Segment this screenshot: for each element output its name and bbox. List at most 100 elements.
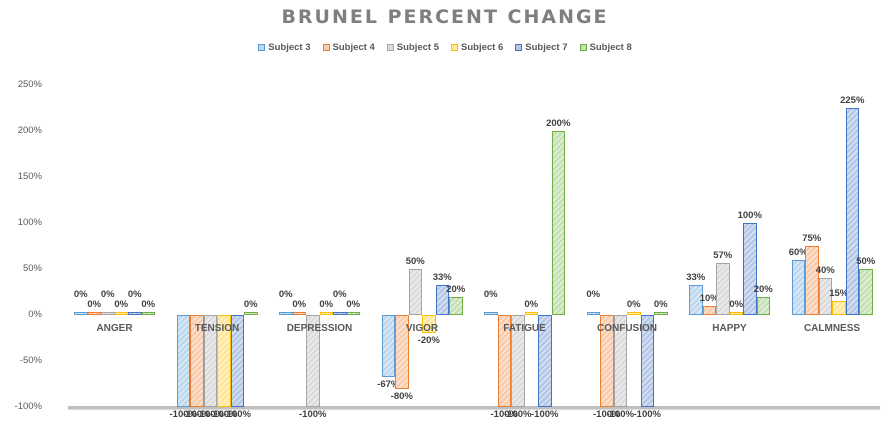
legend-swatch-icon — [579, 44, 587, 51]
data-label: 0% — [100, 289, 115, 300]
bar — [333, 312, 347, 315]
bar — [832, 301, 846, 315]
bar — [217, 315, 231, 407]
bar — [484, 312, 498, 315]
bar — [586, 312, 600, 315]
data-label: 0% — [524, 299, 539, 310]
bar — [551, 131, 565, 315]
legend-swatch-icon — [515, 44, 523, 51]
bar — [381, 315, 395, 377]
data-label: -100% — [593, 409, 621, 420]
legend-item: Subject 4 — [322, 42, 375, 53]
legend-item: Subject 3 — [258, 42, 311, 53]
data-label: 0% — [87, 299, 102, 310]
data-label: 0% — [127, 289, 142, 300]
bar — [791, 259, 805, 315]
data-label: 50% — [856, 256, 876, 267]
data-label: 0% — [626, 299, 641, 310]
data-label: 33% — [432, 271, 452, 283]
x-category-label: VIGOR — [405, 323, 439, 334]
bar — [346, 312, 360, 315]
data-label: -67% — [377, 378, 400, 390]
legend-swatch-icon — [386, 44, 394, 51]
data-label: 0% — [332, 289, 347, 300]
data-label: -100% — [196, 409, 224, 420]
bar — [101, 312, 115, 315]
data-label: 0% — [243, 299, 258, 310]
bar — [114, 312, 128, 315]
bar — [395, 315, 409, 389]
data-label: 50% — [405, 256, 425, 267]
legend-swatch-icon — [258, 44, 266, 51]
y-tick-label: 0% — [28, 309, 42, 320]
data-label: 0% — [346, 299, 361, 310]
bar — [408, 269, 422, 315]
x-category-label: CALMNESS — [803, 323, 861, 334]
x-category-label: TENSION — [194, 323, 240, 334]
bar — [128, 312, 142, 315]
y-tick-label: 150% — [17, 171, 42, 182]
bar — [613, 315, 627, 407]
data-label: -100% — [531, 409, 559, 420]
data-label: 100% — [737, 210, 762, 221]
data-label: 0% — [73, 289, 88, 300]
x-category-label: CONFUSION — [597, 323, 657, 334]
bar — [190, 315, 204, 407]
x-category-label: HAPPY — [712, 323, 747, 334]
bar — [845, 108, 859, 315]
bar — [244, 312, 258, 315]
legend-item: Subject 5 — [386, 42, 439, 53]
data-label: -80% — [390, 390, 413, 402]
data-label: 15% — [829, 288, 849, 300]
data-label: -100% — [183, 409, 211, 420]
bar — [818, 278, 832, 315]
bar — [640, 315, 654, 407]
data-label: 20% — [446, 283, 466, 295]
y-tick-label: 250% — [17, 79, 42, 90]
bar — [716, 262, 730, 315]
data-label: 0% — [653, 299, 668, 310]
data-label: 0% — [483, 289, 498, 300]
bar — [449, 296, 463, 315]
data-label: -100% — [633, 409, 661, 420]
bar — [203, 315, 217, 407]
data-label: 0% — [729, 299, 744, 310]
bar — [306, 315, 320, 407]
legend-swatch-icon — [451, 44, 458, 51]
data-label: 0% — [586, 289, 601, 300]
data-label: 57% — [713, 249, 733, 261]
data-label: 0% — [141, 299, 156, 310]
data-label: 33% — [686, 271, 706, 283]
legend-label: Subject 7 — [525, 42, 568, 53]
bar — [524, 312, 538, 315]
data-label: 0% — [292, 299, 307, 310]
chart-legend: Subject 3 Subject 4 Subject 5 Subject 6 Subj… — [0, 42, 890, 53]
legend-item: Subject 7 — [515, 42, 568, 53]
bar — [729, 312, 743, 315]
data-label: -100% — [210, 409, 238, 420]
data-label: 200% — [546, 118, 571, 129]
legend-label: Subject 5 — [396, 42, 439, 53]
bar — [756, 296, 770, 315]
data-label: 60% — [788, 246, 808, 258]
bar — [538, 315, 552, 407]
y-tick-label: 100% — [17, 217, 42, 228]
legend-item: Subject 6 — [451, 42, 503, 53]
bar — [176, 315, 190, 407]
bar — [230, 315, 244, 407]
data-label: 20% — [753, 283, 773, 295]
bar — [141, 312, 155, 315]
data-label: 40% — [815, 265, 835, 277]
y-tick-label: -50% — [19, 355, 42, 366]
data-label: -100% — [223, 409, 251, 420]
legend-label: Subject 3 — [268, 42, 311, 53]
bar — [279, 312, 293, 315]
data-label: 0% — [114, 299, 129, 310]
bar — [702, 305, 716, 315]
bar — [627, 312, 641, 315]
legend-swatch-icon — [322, 44, 330, 51]
chart-title: BRUNEL PERCENT CHANGE — [281, 6, 609, 28]
data-label: 0% — [319, 299, 334, 310]
bar — [292, 312, 306, 315]
data-label: 0% — [278, 289, 293, 300]
